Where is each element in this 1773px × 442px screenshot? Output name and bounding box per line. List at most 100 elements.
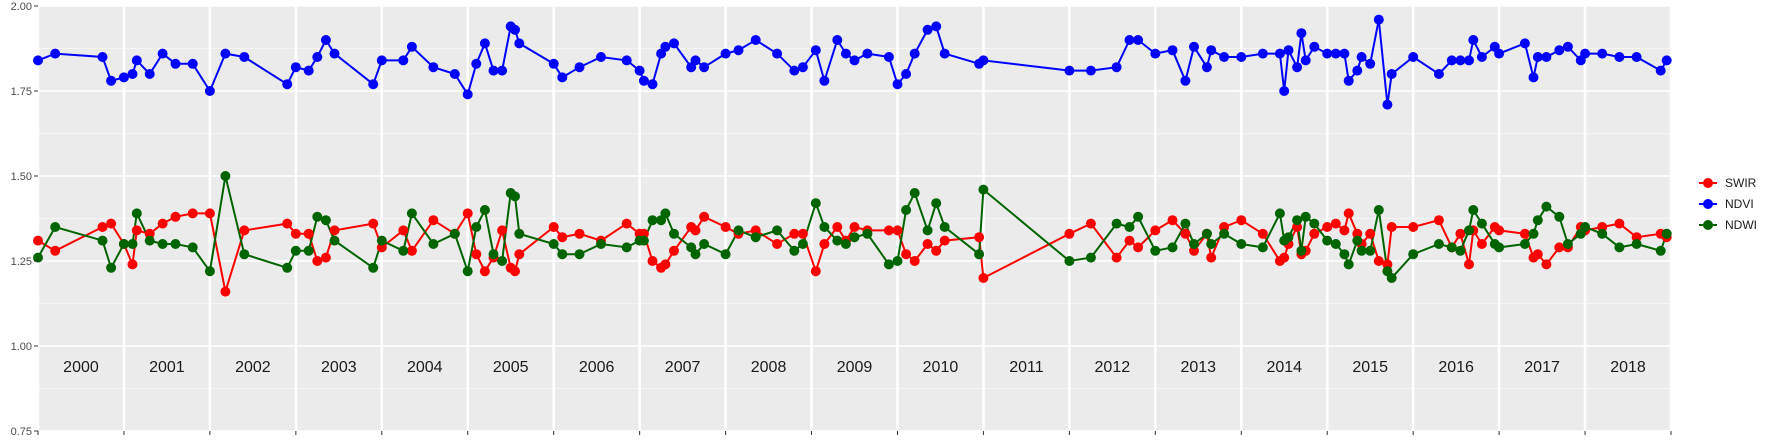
ndvi-point	[647, 79, 658, 90]
ndwi-point	[1292, 215, 1303, 226]
ndwi-point	[290, 245, 301, 256]
year-label: 2013	[1180, 359, 1216, 376]
swir-point	[931, 245, 942, 256]
swir-point	[922, 239, 933, 249]
ndwi-point	[514, 228, 525, 239]
swir-point	[574, 228, 585, 239]
swir-point	[1322, 222, 1333, 232]
swir-point	[320, 252, 331, 263]
swir-point	[660, 259, 671, 270]
swir-point	[127, 259, 138, 270]
year-label: 2009	[837, 359, 873, 376]
swir-point	[97, 222, 108, 232]
ndwi-point	[883, 259, 894, 270]
swir-point	[1532, 249, 1543, 260]
swir-point	[1236, 215, 1247, 226]
swir-point	[1455, 228, 1466, 239]
ndwi-legend-label: NDWI	[1725, 218, 1757, 232]
ndvi-point	[1201, 62, 1212, 73]
year-label: 2002	[235, 359, 271, 376]
ndwi-point	[144, 235, 155, 246]
year-label: 2016	[1438, 359, 1474, 376]
ndvi-point	[1464, 55, 1474, 66]
swir-point	[204, 208, 215, 219]
ndwi-point	[557, 249, 568, 260]
ndvi-point	[118, 72, 129, 83]
ndvi-point	[97, 52, 108, 62]
ndwi-point	[239, 249, 250, 260]
ndvi-point	[1150, 48, 1161, 59]
swir-point	[1150, 225, 1161, 236]
ndwi-point	[1322, 235, 1333, 246]
ndvi-point	[1219, 52, 1230, 62]
ndvi-point	[1433, 69, 1444, 79]
ndwi-point	[1339, 249, 1350, 260]
year-label: 2011	[1009, 359, 1044, 376]
ndvi-point	[514, 38, 525, 49]
ndwi-point	[1386, 273, 1397, 283]
ndwi-point	[797, 239, 808, 249]
ndwi-point	[1554, 211, 1565, 222]
ndwi-point	[398, 245, 409, 256]
year-label: 2003	[321, 359, 357, 376]
swir-point	[978, 273, 989, 283]
ndwi-point	[548, 239, 559, 249]
ndwi-point	[849, 232, 860, 243]
ndvi-point	[303, 65, 314, 76]
ndwi-point	[449, 228, 460, 239]
swir-point	[510, 266, 520, 277]
ndwi-point	[1189, 239, 1199, 249]
swir-point	[398, 225, 409, 236]
ndwi-point	[621, 242, 632, 253]
ndvi-point	[690, 55, 701, 66]
ndwi-point	[1408, 249, 1419, 260]
swir-point	[1386, 222, 1397, 232]
ndvi-point	[557, 72, 568, 83]
ndvi-point	[1373, 14, 1384, 25]
ndwi-point	[699, 239, 710, 249]
ndwi-point	[220, 171, 231, 181]
ndwi-point	[1111, 218, 1122, 229]
swir-point	[772, 239, 783, 249]
year-label: 2005	[493, 359, 529, 376]
ndwi-point	[187, 242, 198, 253]
swir-point	[406, 245, 417, 256]
ndvi-point	[479, 38, 490, 49]
year-label: 2006	[579, 359, 615, 376]
ndwi-point	[974, 249, 985, 260]
swir-point	[1206, 252, 1217, 263]
swir-point	[699, 211, 710, 222]
ndwi-point	[1206, 239, 1217, 249]
ndwi-point	[131, 208, 142, 219]
ndvi-point	[1541, 52, 1552, 62]
ndwi-point	[1433, 239, 1444, 249]
ndvi-point	[1292, 62, 1303, 73]
ndvi-point	[398, 55, 409, 66]
swir-point	[832, 222, 843, 232]
ndwi-point	[720, 249, 731, 260]
year-label: 2014	[1266, 359, 1302, 376]
ndvi-point	[131, 55, 142, 66]
ndvi-point	[1562, 41, 1573, 52]
ndwi-point	[479, 205, 490, 215]
y-tick-label: 2.00	[11, 1, 32, 13]
ndvi-point	[849, 55, 860, 66]
year-label: 2018	[1610, 359, 1646, 376]
swir-point	[1519, 228, 1530, 239]
ndwi-point	[922, 225, 933, 236]
ndwi-point	[1300, 211, 1311, 222]
ndwi-point	[1468, 205, 1479, 215]
ndwi-point	[1446, 242, 1457, 253]
ndwi-point	[1597, 228, 1608, 239]
ndvi-point	[909, 48, 920, 59]
ndvi-point	[1124, 35, 1135, 45]
ndvi-point	[819, 75, 830, 86]
ndwi-point	[1614, 242, 1625, 253]
ndvi-point	[1532, 52, 1543, 62]
year-label: 2015	[1352, 359, 1388, 376]
swir-point	[1330, 218, 1341, 229]
ndwi-point	[97, 235, 108, 246]
ndvi-point	[204, 86, 215, 96]
ndwi-point	[1655, 245, 1666, 256]
